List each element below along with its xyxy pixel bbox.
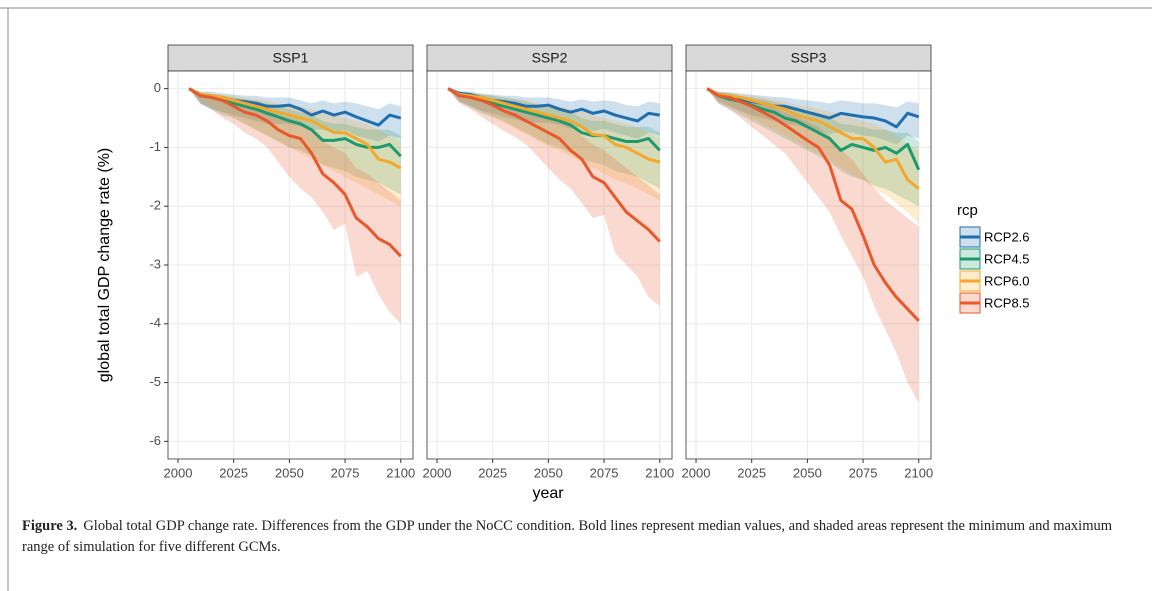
x-tick-label: 2100 bbox=[645, 465, 674, 480]
y-tick-label: -6 bbox=[149, 433, 161, 448]
caption: Figure 3. Global total GDP change rate. D… bbox=[22, 516, 1132, 558]
strip bbox=[426, 44, 673, 72]
x-tick-label: 2025 bbox=[737, 465, 766, 480]
y-tick-label: 0 bbox=[154, 80, 161, 95]
y-axis-label: global total GDP change rate (%) bbox=[96, 148, 113, 383]
x-tick-label: 2100 bbox=[904, 465, 933, 480]
x-tick-label: 2050 bbox=[793, 465, 822, 480]
caption-label: Figure 3. bbox=[22, 518, 78, 534]
x-tick-label: 2025 bbox=[478, 465, 507, 480]
range-band bbox=[189, 88, 401, 207]
range-band bbox=[448, 88, 660, 307]
y-tick-label: -3 bbox=[149, 256, 161, 271]
median-line bbox=[706, 87, 920, 129]
median-line bbox=[706, 87, 920, 190]
x-tick-label: 2050 bbox=[275, 465, 304, 480]
range-band bbox=[707, 88, 919, 224]
caption-text: Global total GDP change rate. Difference… bbox=[22, 518, 1112, 555]
strip bbox=[685, 44, 932, 72]
range-band bbox=[189, 88, 401, 195]
x-tick-label: 2025 bbox=[219, 465, 248, 480]
legend-label: RCP6.0 bbox=[984, 273, 1030, 288]
x-tick-label: 2050 bbox=[534, 465, 563, 480]
median-line bbox=[188, 87, 402, 258]
range-band bbox=[448, 88, 660, 201]
facet-title: SSP3 bbox=[791, 50, 827, 66]
x-axis-label: year bbox=[532, 485, 564, 502]
x-tick-label: 2075 bbox=[849, 465, 878, 480]
panel-border bbox=[167, 70, 414, 460]
median-line bbox=[188, 87, 402, 170]
range-band bbox=[707, 88, 919, 207]
panel-border bbox=[426, 70, 673, 460]
y-tick-label: -2 bbox=[149, 198, 161, 213]
y-tick-label: -4 bbox=[149, 315, 161, 330]
median-line bbox=[447, 87, 661, 243]
x-tick-label: 2075 bbox=[590, 465, 619, 480]
y-tick-label: -1 bbox=[149, 139, 161, 154]
legend-label: RCP2.6 bbox=[984, 229, 1030, 244]
facet-title: SSP1 bbox=[273, 50, 309, 66]
x-tick-label: 2100 bbox=[386, 465, 415, 480]
x-tick-label: 2000 bbox=[164, 465, 193, 480]
range-band bbox=[448, 88, 660, 189]
median-line bbox=[706, 87, 920, 322]
legend-label: RCP8.5 bbox=[984, 295, 1030, 310]
median-line bbox=[447, 87, 661, 164]
legend-title: rcp bbox=[957, 202, 978, 219]
range-band bbox=[707, 88, 919, 404]
x-tick-label: 2075 bbox=[331, 465, 360, 480]
facet-title: SSP2 bbox=[532, 50, 568, 66]
strip bbox=[167, 44, 414, 72]
panel-border bbox=[685, 70, 932, 460]
x-tick-label: 2000 bbox=[682, 465, 711, 480]
y-tick-label: -5 bbox=[149, 374, 161, 389]
x-tick-label: 2000 bbox=[423, 465, 452, 480]
legend-label: RCP4.5 bbox=[984, 251, 1030, 266]
